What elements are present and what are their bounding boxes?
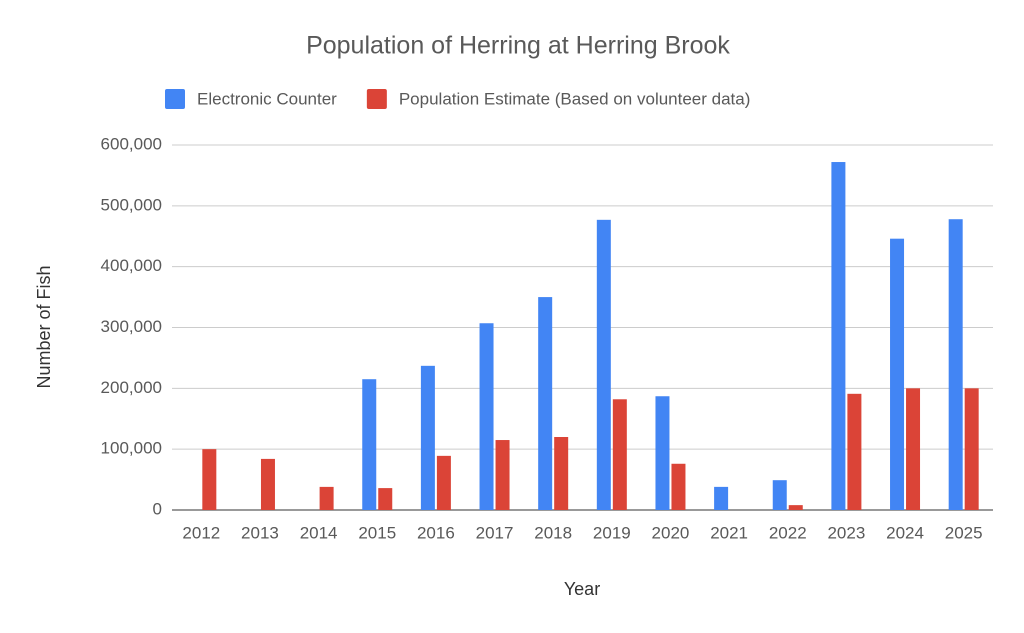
x-tick-label: 2021 (710, 523, 748, 542)
y-tick-label: 400,000 (101, 256, 162, 275)
x-tick-label: 2024 (886, 523, 924, 542)
bar (964, 388, 979, 510)
x-tick-label: 2016 (417, 523, 455, 542)
x-tick-label: 2020 (652, 523, 690, 542)
x-tick-label: 2022 (769, 523, 807, 542)
x-tick-label: 2014 (300, 523, 338, 542)
y-tick-label: 500,000 (101, 195, 162, 214)
legend-label: Electronic Counter (197, 89, 337, 108)
bar (890, 238, 905, 510)
x-tick-label: 2023 (827, 523, 865, 542)
x-tick-label: 2019 (593, 523, 631, 542)
legend-label: Population Estimate (Based on volunteer … (399, 89, 751, 108)
bar (378, 488, 393, 510)
x-tick-label: 2015 (358, 523, 396, 542)
bar (362, 379, 377, 510)
bar (831, 162, 846, 511)
bar (655, 396, 670, 510)
bar (260, 458, 275, 510)
bar (436, 455, 451, 510)
bar (596, 219, 611, 510)
x-tick-label: 2013 (241, 523, 279, 542)
bar (671, 463, 686, 510)
bar (788, 505, 803, 510)
bar (202, 449, 217, 510)
bar (714, 486, 729, 510)
bar (495, 440, 510, 510)
x-tick-label: 2012 (182, 523, 220, 542)
legend-swatch (366, 89, 387, 109)
y-axis-label: Number of Fish (34, 265, 54, 388)
bar (420, 365, 435, 510)
y-tick-label: 0 (153, 499, 162, 518)
x-axis-label: Year (564, 579, 600, 599)
bar (319, 486, 334, 510)
chart-title: Population of Herring at Herring Brook (306, 32, 730, 60)
x-tick-label: 2018 (534, 523, 572, 542)
x-tick-label: 2025 (945, 523, 983, 542)
bar (772, 480, 787, 510)
y-tick-label: 200,000 (101, 378, 162, 397)
bar (948, 219, 963, 510)
bar (612, 399, 627, 510)
legend-swatch (165, 89, 185, 109)
y-tick-label: 300,000 (101, 317, 162, 336)
y-tick-label: 100,000 (101, 439, 162, 458)
bar (538, 297, 553, 510)
y-tick-label: 600,000 (101, 134, 162, 153)
bar (479, 323, 494, 510)
bar (906, 388, 921, 510)
x-tick-label: 2017 (476, 523, 514, 542)
bar (554, 437, 569, 510)
bar (847, 393, 862, 510)
